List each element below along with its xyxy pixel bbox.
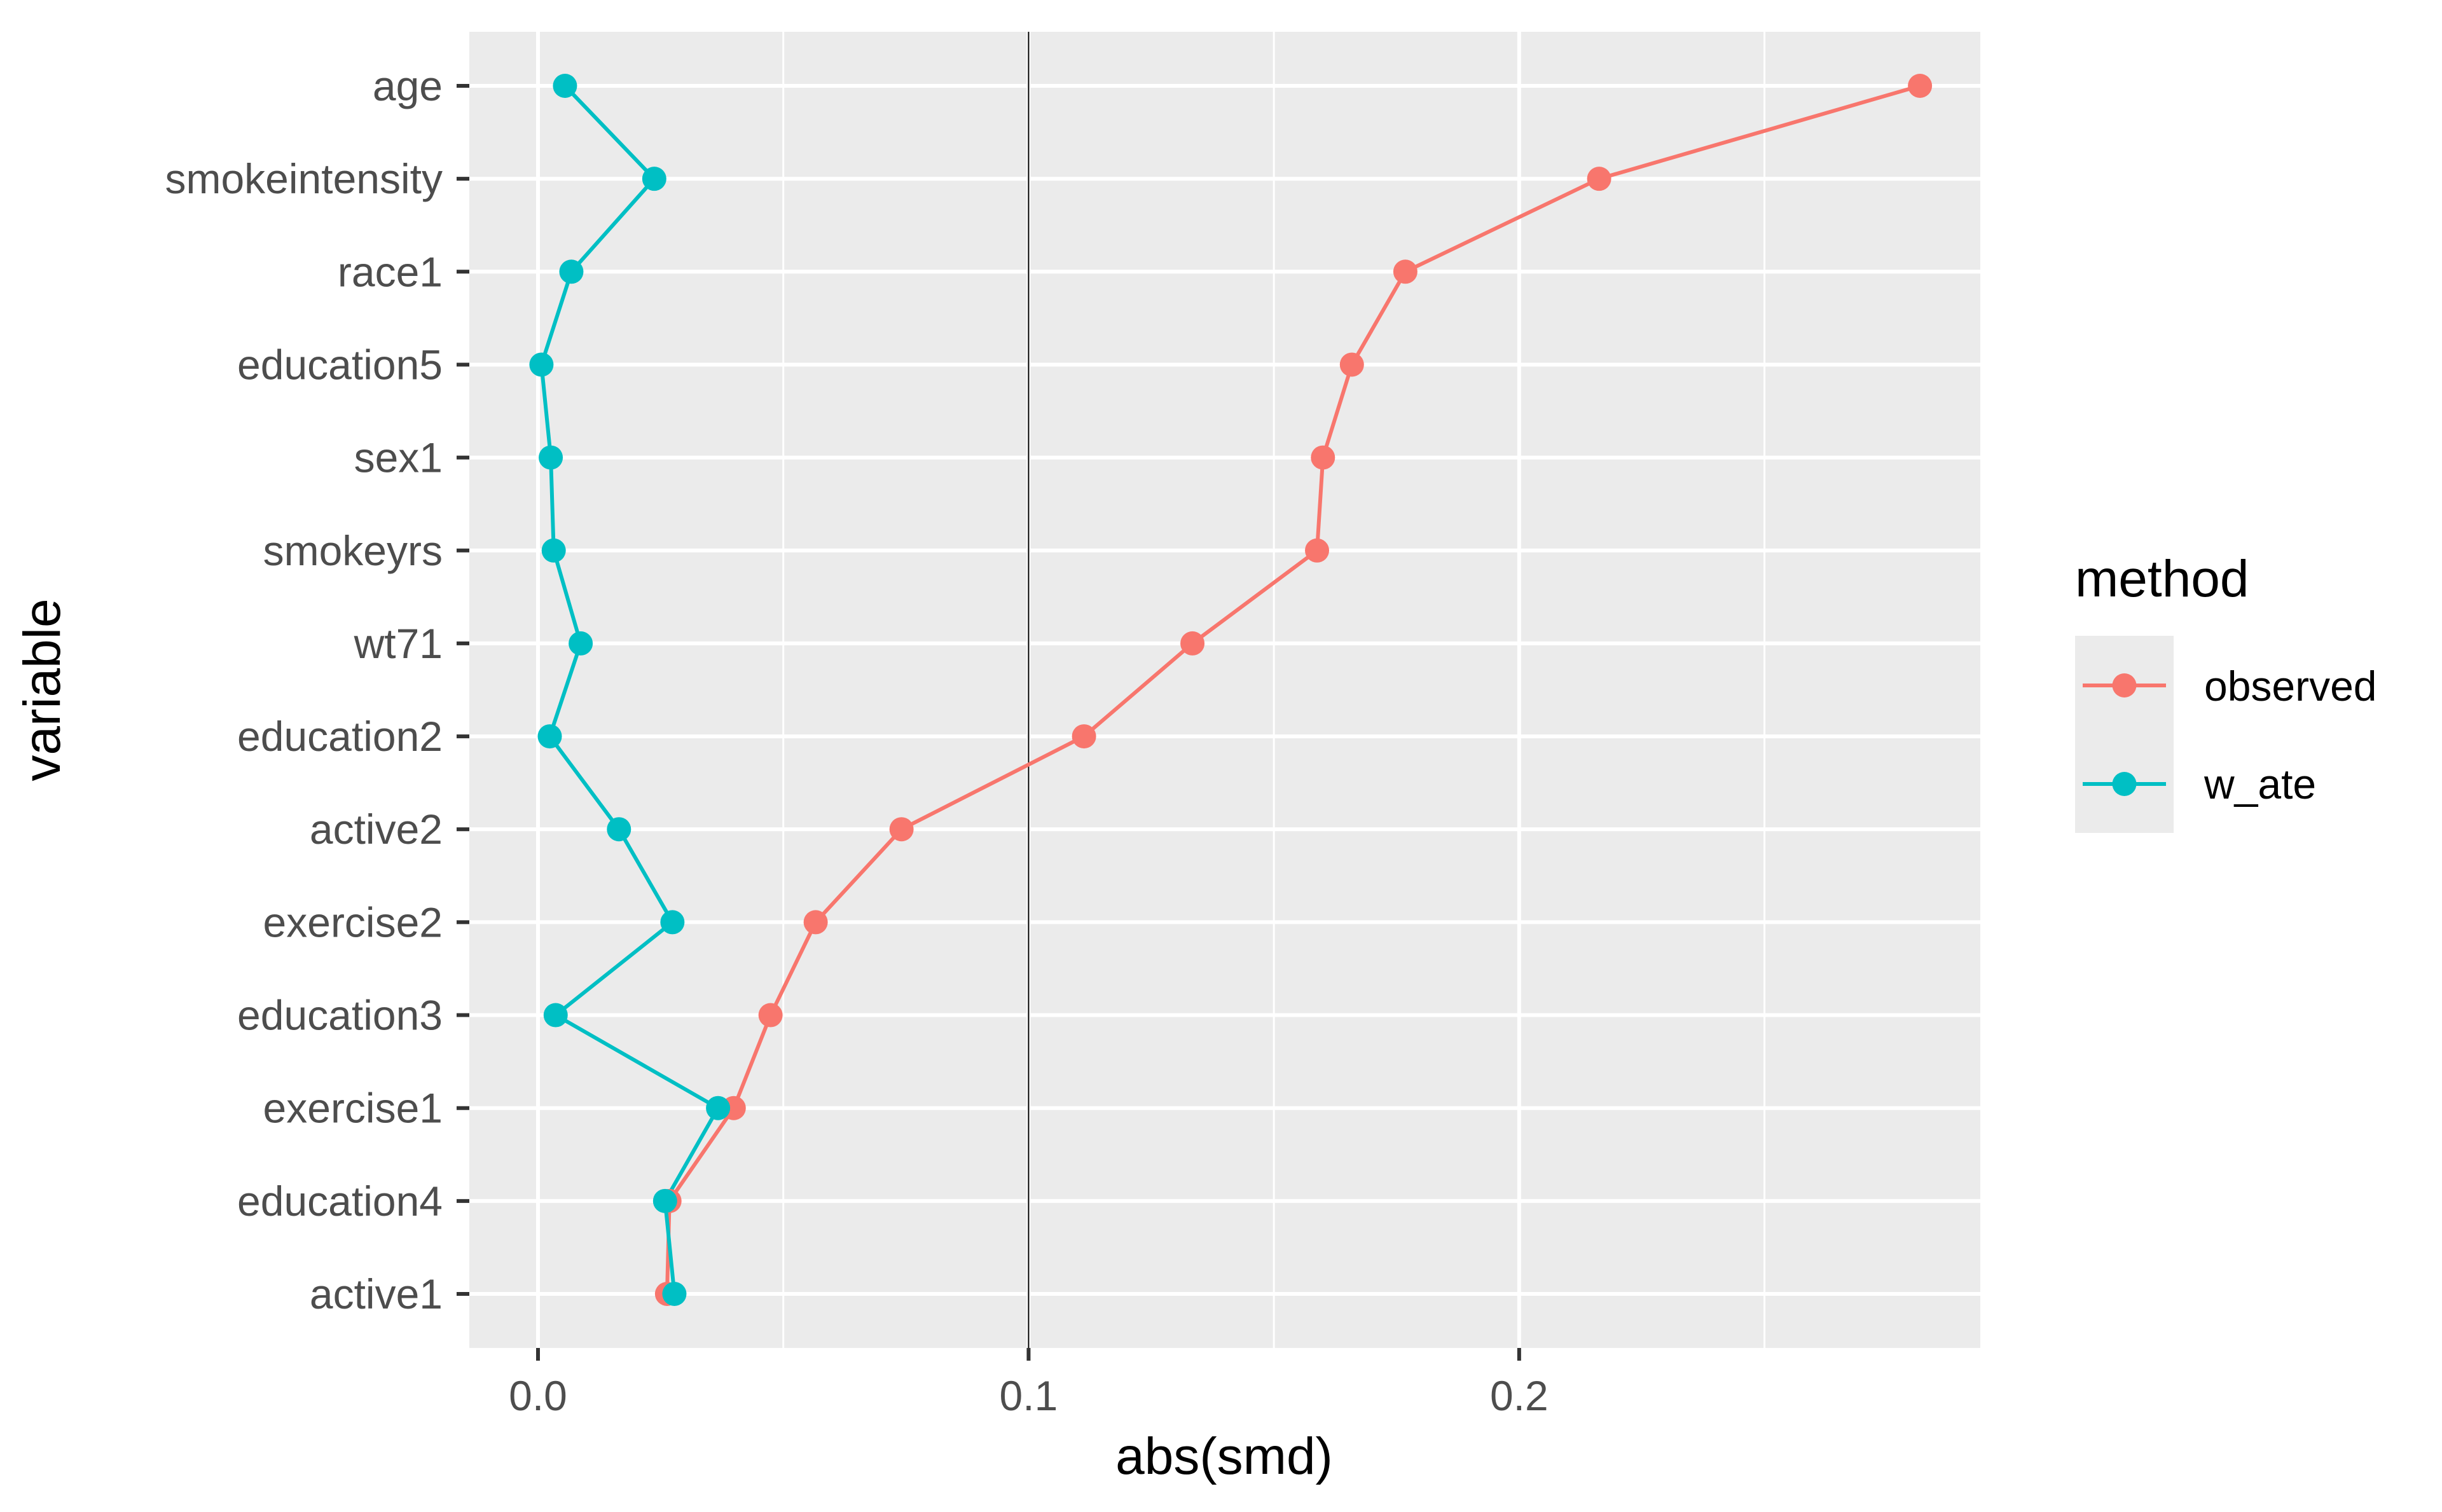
data-point-observed <box>758 1003 783 1027</box>
data-point-observed <box>1180 631 1205 656</box>
series-line-observed <box>665 84 1921 1295</box>
data-point-observed <box>1908 74 1933 98</box>
y-tick-label: active1 <box>310 1270 443 1317</box>
data-point-w_ate <box>569 631 593 656</box>
y-axis-title: variable <box>13 598 71 781</box>
minor-gridlines <box>782 32 1766 1348</box>
y-tick-label: education4 <box>237 1178 443 1225</box>
data-point-w_ate <box>529 352 554 377</box>
y-axis: age smokeintensity race1 education5 sex1 smok… <box>165 62 469 1317</box>
series-group <box>529 74 1933 1306</box>
data-point-observed <box>889 817 914 842</box>
legend-key-point-observed <box>2112 673 2137 698</box>
data-point-w_ate <box>559 259 584 284</box>
legend-label-observed: observed <box>2204 663 2377 710</box>
legend-key-point-w_ate <box>2112 772 2137 796</box>
data-point-observed <box>803 910 828 935</box>
y-tick-label: wt71 <box>354 620 443 667</box>
data-point-observed <box>1393 259 1418 284</box>
y-tick-label: smokeintensity <box>165 155 443 202</box>
data-point-w_ate <box>706 1096 731 1120</box>
y-tick-label: age <box>373 62 443 109</box>
y-tick-label: exercise2 <box>263 898 443 945</box>
data-point-observed <box>1072 724 1096 749</box>
data-point-observed <box>1587 167 1611 191</box>
legend-keys <box>2083 673 2166 796</box>
legend-title: method <box>2075 550 2249 608</box>
data-point-w_ate <box>537 724 562 749</box>
y-tick-label: race1 <box>338 248 443 295</box>
data-point-w_ate <box>642 167 666 191</box>
legend: method observed w_ate <box>2075 550 2377 833</box>
y-tick-label: education3 <box>237 992 443 1039</box>
x-tick-label: 0.1 <box>1000 1372 1058 1419</box>
data-point-observed <box>1311 445 1335 470</box>
data-point-w_ate <box>543 1003 568 1027</box>
data-point-w_ate <box>541 538 566 563</box>
data-point-w_ate <box>539 445 563 470</box>
series-line-w_ate <box>539 84 721 1295</box>
x-axis: 0.0 0.1 0.2 <box>509 1348 1549 1419</box>
y-tick-label: sex1 <box>354 434 443 481</box>
x-tick-label: 0.0 <box>509 1372 567 1419</box>
x-axis-title: abs(smd) <box>1115 1427 1333 1485</box>
data-point-observed <box>1339 352 1364 377</box>
data-point-w_ate <box>662 1282 687 1306</box>
data-point-w_ate <box>607 817 631 842</box>
x-tick-label: 0.2 <box>1490 1372 1549 1419</box>
y-tick-label: education5 <box>237 341 443 388</box>
data-point-w_ate <box>553 74 577 98</box>
legend-key-background <box>2075 636 2174 833</box>
y-tick-label: smokeyrs <box>263 527 443 574</box>
y-tick-label: active2 <box>310 806 443 853</box>
y-tick-label: exercise1 <box>263 1085 443 1132</box>
legend-label-w_ate: w_ate <box>2204 760 2316 808</box>
y-tick-label: education2 <box>237 713 443 760</box>
data-point-w_ate <box>652 1188 677 1213</box>
data-point-observed <box>1305 538 1330 563</box>
data-point-w_ate <box>660 910 685 935</box>
